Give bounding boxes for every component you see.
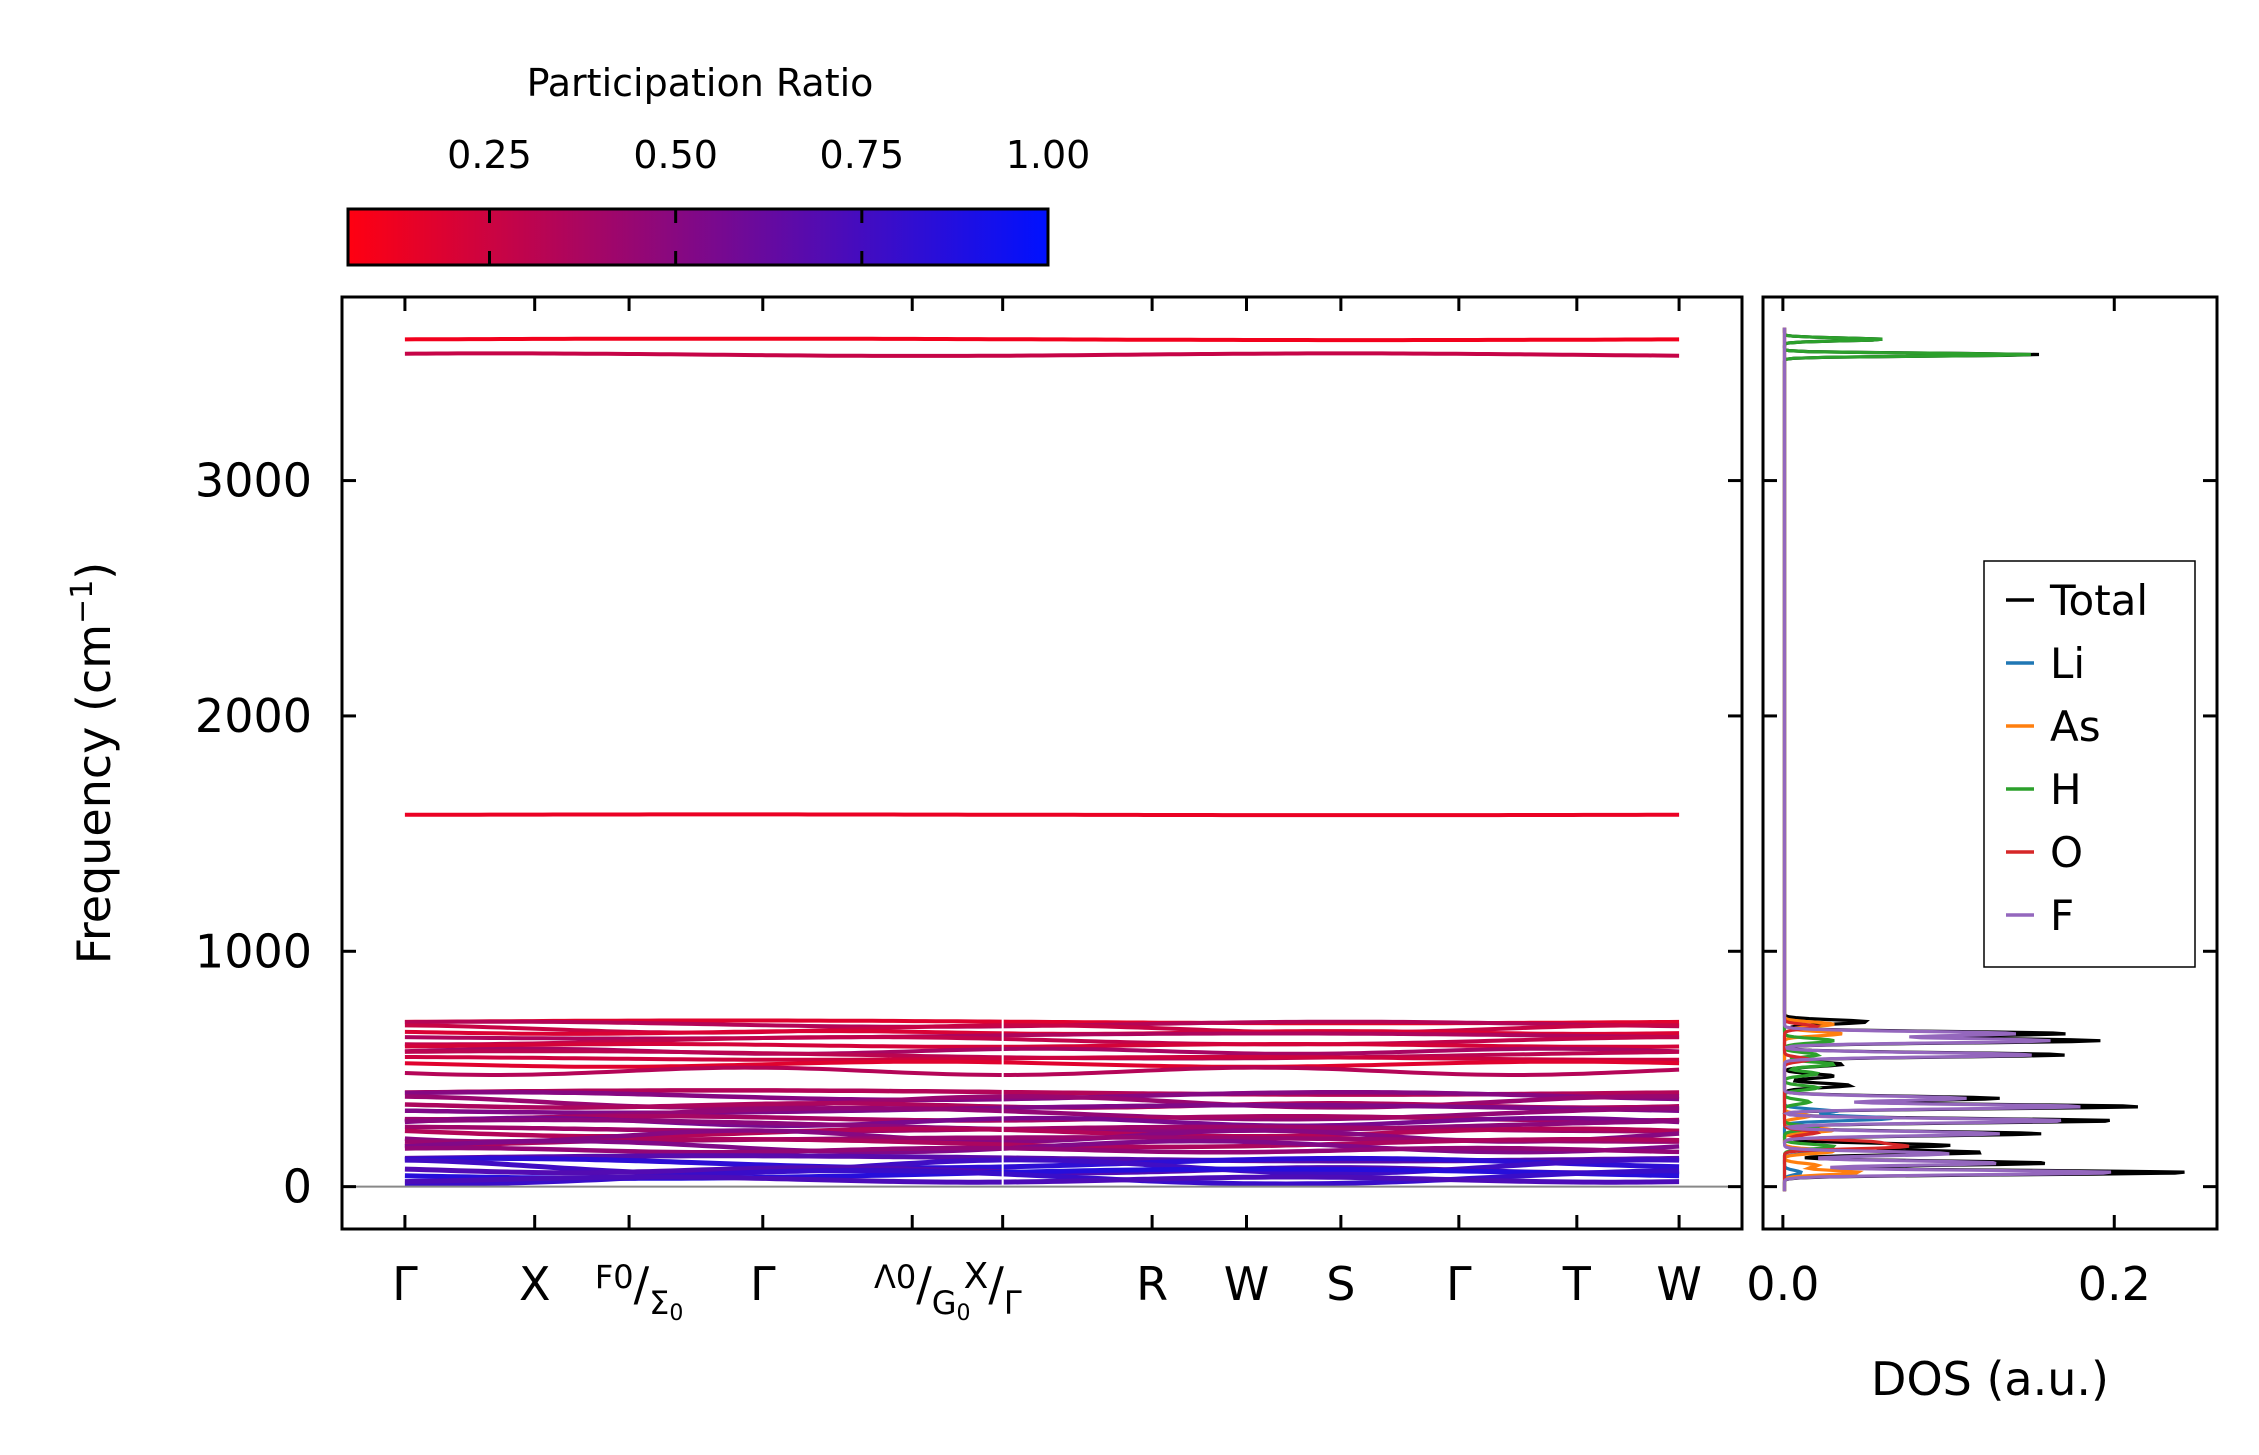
- dos-x-axis-label: DOS (a.u.): [1871, 1352, 2109, 1406]
- y-tick-label: 0: [283, 1160, 312, 1214]
- band-line: [404, 1042, 1680, 1049]
- colorbar-title: Participation Ratio: [527, 61, 874, 105]
- k-tick-label: Λ0/G0: [874, 1257, 971, 1326]
- k-tick-label: Γ: [392, 1257, 418, 1311]
- colorbar-gradient: [346, 207, 1050, 267]
- colorbar-tick-label: 0.50: [633, 133, 718, 177]
- band-line: [404, 812, 1680, 818]
- y-tick-label: 3000: [195, 454, 312, 508]
- k-tick-label: R: [1136, 1257, 1168, 1311]
- band-axes-frame: [340, 295, 1744, 1231]
- k-tick-label: X: [519, 1257, 551, 1311]
- band-line: [404, 1031, 1680, 1041]
- band-line: [404, 1145, 1680, 1155]
- legend-label: H: [2050, 765, 2082, 814]
- k-tick-label: X/Γ: [964, 1256, 1022, 1322]
- dos-series-f: [1782, 327, 2112, 1192]
- legend-label: Total: [2049, 576, 2148, 625]
- band-line: [404, 1059, 1680, 1069]
- y-tick-label: 2000: [195, 689, 312, 743]
- k-tick-label: Γ: [1446, 1257, 1472, 1311]
- band-line: [404, 1065, 1680, 1077]
- band-line: [404, 351, 1680, 358]
- dos-panel: 0.0 0.2 DOS (a.u.) Total Li As HOF: [1746, 295, 2219, 1406]
- band-line: [404, 336, 1680, 343]
- y-axis-label: Frequency (cm−1): [65, 562, 121, 965]
- dos-axes-frame: [1761, 295, 2219, 1231]
- y-tick-label: 1000: [195, 924, 312, 978]
- dos-x-tick-label: 0.0: [1746, 1257, 1819, 1311]
- dos-series-o: [1782, 327, 1910, 1192]
- dos-legend: Total Li As HOF: [1983, 560, 2196, 968]
- dos-x-tick-label: 0.2: [2078, 1257, 2151, 1311]
- k-tick-label: T: [1562, 1257, 1592, 1311]
- k-tick-label: S: [1326, 1257, 1355, 1311]
- legend-label: O: [2050, 828, 2083, 877]
- colorbar-tick-label: 1.00: [1006, 133, 1091, 177]
- colorbar-tick-label: 0.75: [820, 133, 905, 177]
- legend-frame: [1983, 560, 2196, 968]
- band-structure-panel: 0 1000 2000 3000 Γ X F0/Σ0 Γ Λ0/G0X/Γ R W S Γ T W Fre…: [65, 295, 1744, 1326]
- legend-label: Li: [2050, 639, 2085, 688]
- legend-label: F: [2050, 891, 2074, 940]
- k-tick-label: F0/Σ0: [595, 1257, 683, 1326]
- legend-label: As: [2050, 702, 2101, 751]
- k-tick-label: W: [1656, 1257, 1701, 1311]
- band-line: [404, 1138, 1680, 1155]
- k-tick-label: W: [1224, 1257, 1269, 1311]
- colorbar: Participation Ratio 0.25 0.50 0.75 1.00: [346, 61, 1091, 267]
- band-line: [404, 1023, 1680, 1035]
- band-line: [404, 1034, 1680, 1047]
- k-tick-label: Γ: [750, 1257, 776, 1311]
- colorbar-tick-label: 0.25: [447, 133, 532, 177]
- band-line: [404, 1155, 1680, 1171]
- band-line: [404, 1174, 1680, 1185]
- band-line: [404, 1055, 1680, 1062]
